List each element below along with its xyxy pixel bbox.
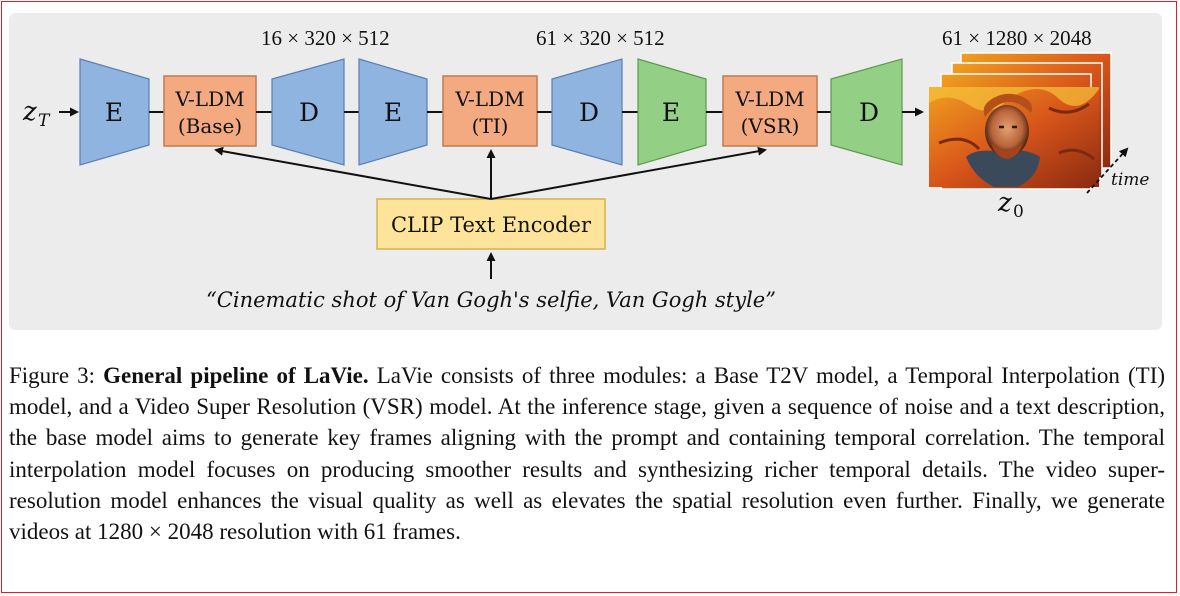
figure-caption: Figure 3: General pipeline of LaVie. LaV… bbox=[9, 360, 1165, 547]
van-gogh-portrait bbox=[929, 87, 1099, 187]
clip-to-vsr-arrow bbox=[490, 146, 767, 200]
decoder-label-3: D bbox=[859, 98, 879, 127]
output-symbol: z bbox=[997, 188, 1012, 218]
encoder-label-2: E bbox=[384, 98, 402, 127]
decoder-block-3 bbox=[830, 58, 903, 166]
caption-title: General pipeline of LaVie. bbox=[103, 363, 369, 388]
vldm-ti-block bbox=[442, 75, 538, 147]
encoder-label-1: E bbox=[105, 98, 123, 127]
output-subscript: 0 bbox=[1013, 202, 1024, 222]
vldm-base-line1: V-LDM bbox=[174, 87, 244, 111]
decoder-label-1: D bbox=[299, 98, 319, 127]
output-video-frames bbox=[929, 52, 1112, 190]
pipeline-diagram: z T E V-LDM (Base) D E V-LDM (TI) D E bbox=[22, 52, 1149, 312]
vldm-ti-line2: (TI) bbox=[472, 114, 509, 138]
decoder-label-2: D bbox=[579, 98, 599, 127]
decoder-block-1 bbox=[271, 58, 345, 166]
vldm-base-line2: (Base) bbox=[178, 114, 242, 138]
dim-label-base: 16 × 320 × 512 bbox=[261, 26, 390, 50]
time-arrow bbox=[1086, 147, 1129, 194]
decoder-block-2 bbox=[551, 58, 623, 166]
encoder-block-3 bbox=[637, 58, 707, 166]
time-label: time bbox=[1111, 170, 1149, 190]
clip-text-encoder-block bbox=[376, 198, 606, 250]
clip-text-encoder-label: CLIP Text Encoder bbox=[391, 213, 592, 237]
clip-to-base-arrow bbox=[214, 146, 492, 200]
vldm-vsr-line2: (VSR) bbox=[741, 114, 800, 138]
caption-label: Figure 3: bbox=[9, 363, 96, 388]
dim-label-vsr: 61 × 1280 × 2048 bbox=[942, 26, 1092, 50]
input-symbol: z bbox=[22, 97, 37, 127]
encoder-label-3: E bbox=[662, 98, 680, 127]
vldm-base-block bbox=[163, 75, 257, 147]
input-subscript: T bbox=[38, 111, 51, 131]
prompt-text: “Cinematic shot of Van Gogh's selfie, Va… bbox=[206, 288, 776, 312]
encoder-block-1 bbox=[79, 58, 150, 166]
vldm-vsr-line1: V-LDM bbox=[734, 87, 804, 111]
dim-label-ti: 61 × 320 × 512 bbox=[536, 26, 665, 50]
encoder-block-2 bbox=[358, 58, 428, 166]
vldm-ti-line1: V-LDM bbox=[454, 87, 524, 111]
caption-text: LaVie consists of three modules: a Base … bbox=[9, 363, 1166, 545]
diagram-panel: z T E V-LDM (Base) D E V-LDM (TI) D E bbox=[9, 13, 1162, 330]
